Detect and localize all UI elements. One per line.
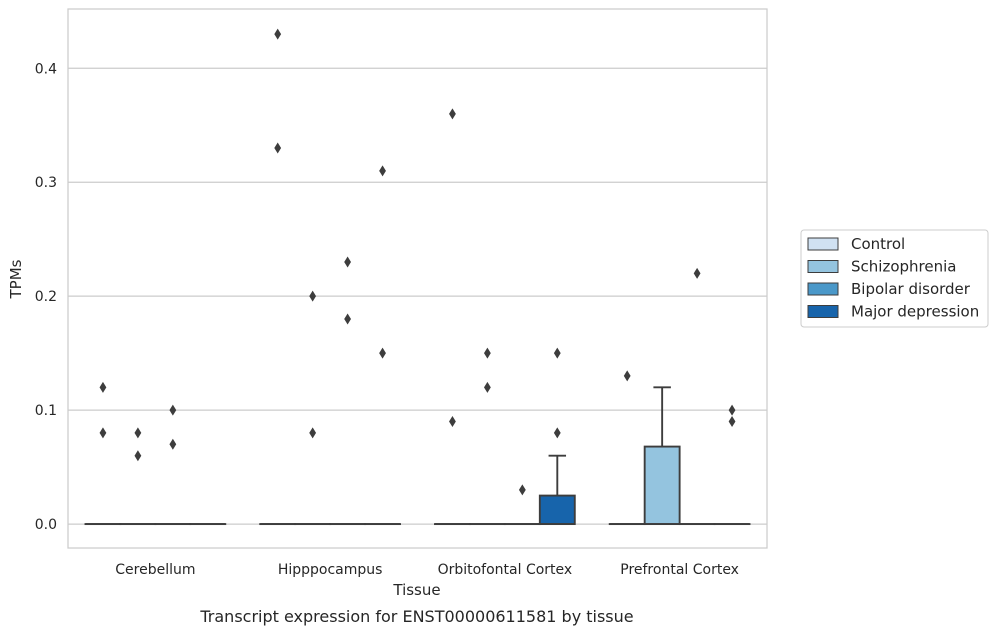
- y-tick-labels: 0.0 0.1 0.2 0.3 0.4: [35, 61, 57, 533]
- outlier-point: [484, 347, 491, 359]
- outlier-point: [99, 427, 107, 439]
- boxes-layer: [84, 386, 751, 526]
- outlier-point: [274, 28, 282, 40]
- outlier-point: [728, 416, 736, 428]
- outlier-point: [379, 165, 386, 177]
- outlier-point: [274, 142, 282, 154]
- legend-swatch: [807, 260, 839, 273]
- legend-label: Schizophrenia: [851, 258, 956, 276]
- outlier-point: [344, 313, 351, 325]
- box-body: [643, 445, 681, 526]
- y-tick-label: 0.2: [35, 289, 57, 305]
- y-tick-label: 0.0: [35, 517, 57, 533]
- y-tick-label: 0.3: [35, 175, 57, 191]
- outlier-point: [728, 404, 736, 416]
- legend: Control Schizophrenia Bipolar disorder Majo…: [800, 229, 989, 328]
- x-axis-label: Tissue: [392, 581, 440, 599]
- outlier-point: [99, 381, 107, 393]
- outlier-point: [484, 381, 491, 393]
- x-tick-labels: Cerebellum Hipppocampus Orbitofontal Corte…: [115, 562, 739, 578]
- x-tick-label: Prefrontal Cortex: [620, 562, 739, 578]
- y-axis-label: TPMs: [7, 259, 25, 299]
- legend-label: Control: [851, 235, 905, 253]
- outlier-point: [134, 427, 142, 439]
- outlier-point: [134, 450, 142, 462]
- outlier-point: [449, 416, 456, 428]
- box: [643, 386, 681, 526]
- outlier-point: [344, 256, 351, 268]
- outlier-point: [169, 438, 177, 450]
- legend-swatch: [807, 305, 839, 318]
- outlier-point: [693, 267, 701, 279]
- outlier-point: [309, 290, 317, 302]
- outlier-point: [449, 108, 456, 120]
- outlier-point: [623, 370, 631, 382]
- outlier-point: [553, 347, 561, 359]
- outlier-point: [553, 427, 561, 439]
- box-body: [538, 494, 576, 526]
- legend-label: Major depression: [851, 303, 979, 321]
- outlier-point: [169, 404, 177, 416]
- outliers-layer: [99, 28, 736, 496]
- plot-frame: [67, 8, 768, 549]
- legend-swatch: [807, 282, 839, 296]
- y-tick-label: 0.1: [35, 403, 57, 419]
- outlier-point: [309, 427, 317, 439]
- legend-frame: [800, 229, 989, 328]
- legend-label: Bipolar disorder: [851, 280, 971, 298]
- outlier-point: [379, 347, 386, 359]
- x-tick-label: Orbitofontal Cortex: [438, 562, 573, 578]
- legend-swatch: [807, 237, 839, 251]
- x-tick-label: Hipppocampus: [278, 562, 383, 578]
- outlier-point: [518, 484, 526, 496]
- x-tick-label: Cerebellum: [115, 562, 195, 578]
- chart-caption: Transcript expression for ENST0000061158…: [199, 607, 633, 626]
- box: [538, 454, 576, 526]
- y-tick-label: 0.4: [35, 61, 57, 77]
